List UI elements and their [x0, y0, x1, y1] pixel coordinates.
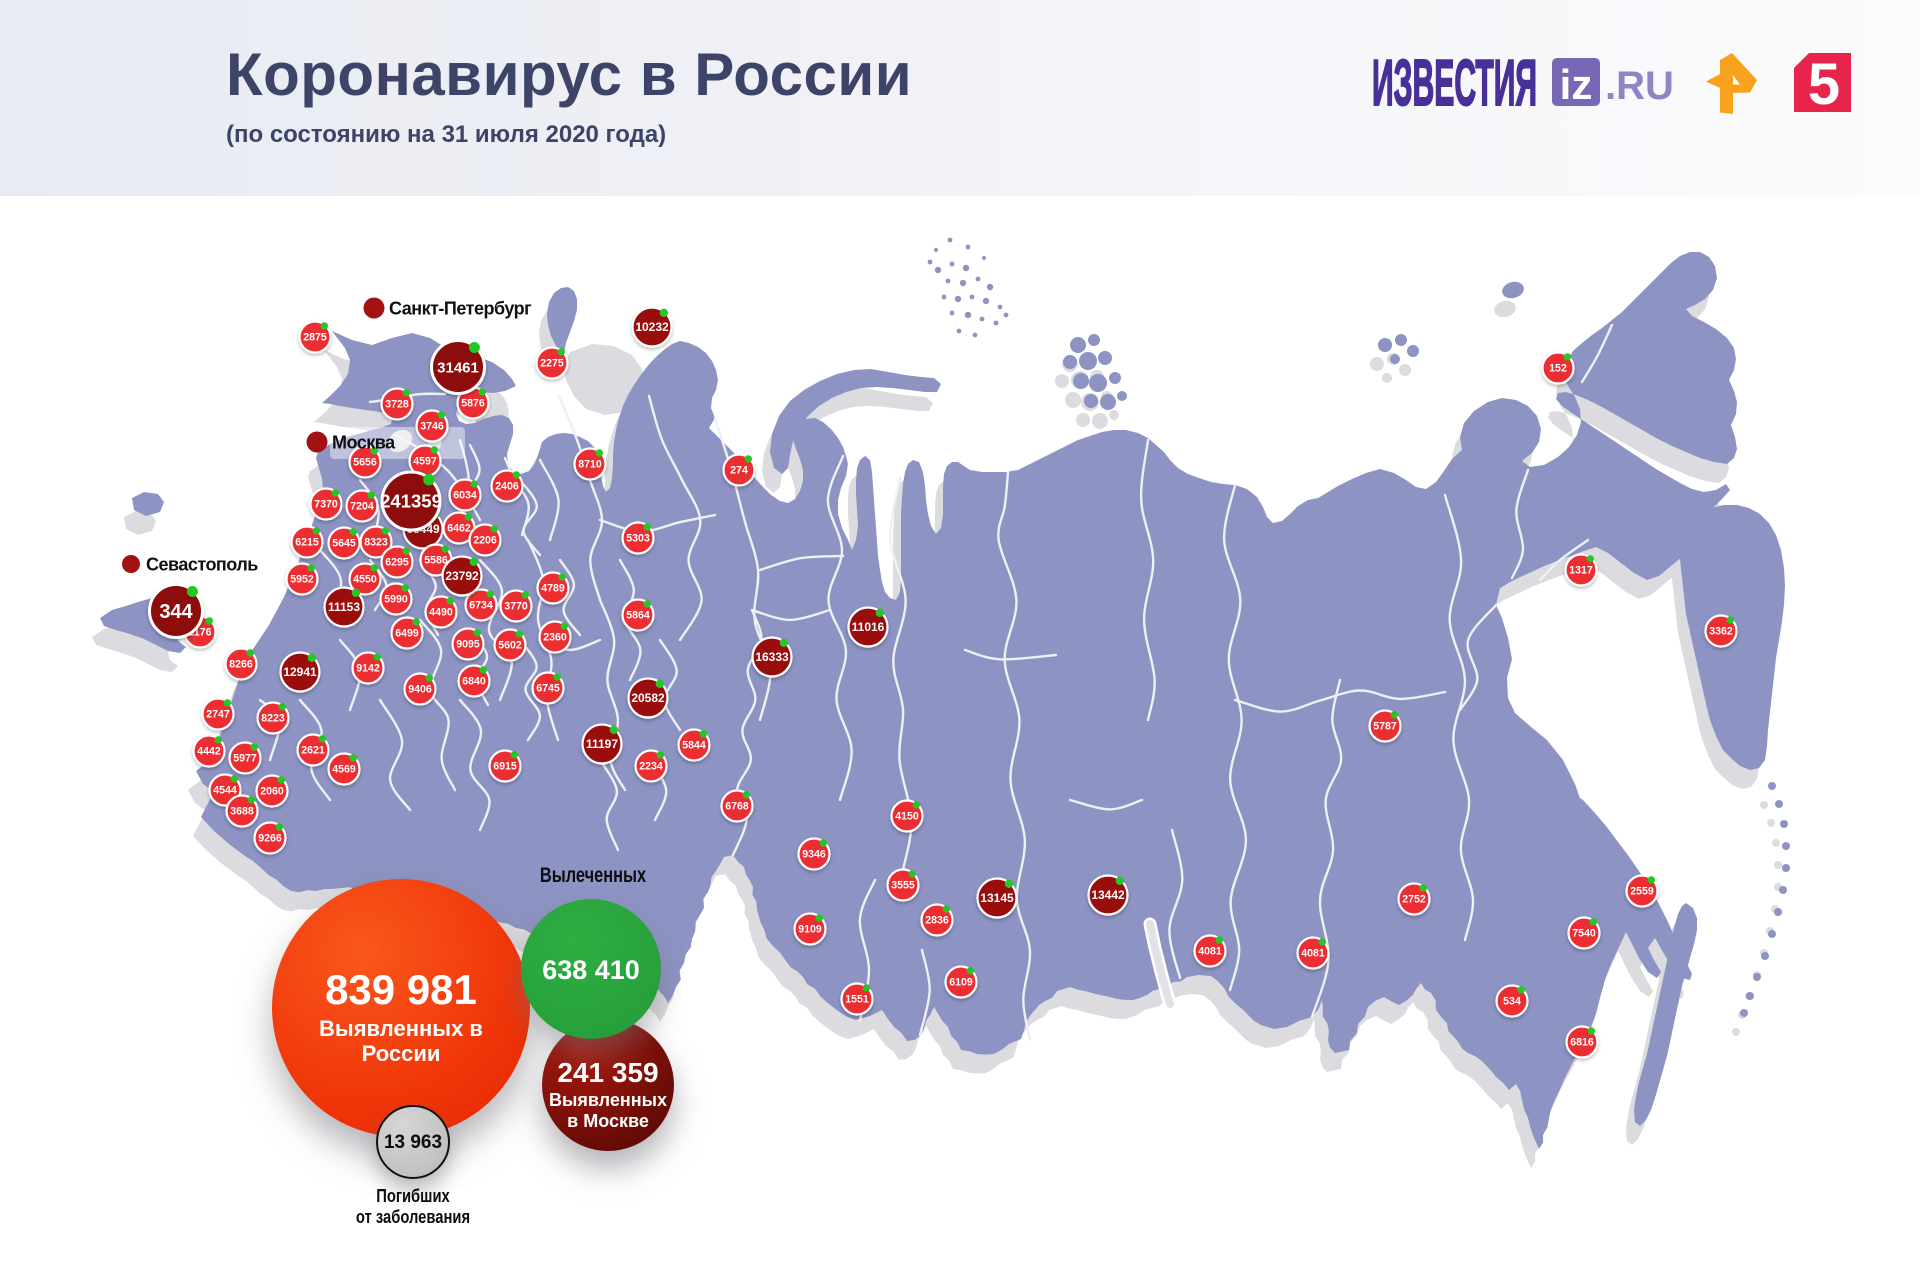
svg-text:2747: 2747: [206, 709, 230, 721]
svg-text:5876: 5876: [461, 398, 485, 410]
svg-text:5952: 5952: [290, 574, 314, 586]
svg-text:534: 534: [1503, 996, 1521, 1008]
svg-text:9406: 9406: [408, 684, 432, 696]
svg-text:3728: 3728: [385, 399, 409, 411]
svg-text:3770: 3770: [504, 601, 528, 613]
svg-text:13145: 13145: [980, 891, 1014, 905]
svg-text:5977: 5977: [233, 753, 257, 765]
svg-text:5645: 5645: [332, 538, 356, 550]
svg-text:4081: 4081: [1198, 946, 1222, 958]
svg-text:1317: 1317: [1569, 565, 1593, 577]
svg-text:6295: 6295: [385, 557, 409, 569]
svg-text:9266: 9266: [258, 833, 282, 845]
svg-text:8710: 8710: [578, 459, 602, 471]
svg-text:ИЗВЕСТИЯ: ИЗВЕСТИЯ: [1372, 46, 1537, 119]
svg-text:4789: 4789: [541, 583, 565, 595]
svg-text:7370: 7370: [314, 499, 338, 511]
svg-text:4490: 4490: [429, 607, 453, 619]
svg-text:3688: 3688: [230, 806, 254, 818]
svg-text:10232: 10232: [635, 320, 669, 334]
svg-text:3555: 3555: [891, 880, 915, 892]
svg-text:2206: 2206: [473, 535, 497, 547]
svg-text:5602: 5602: [498, 640, 522, 652]
svg-text:4544: 4544: [213, 785, 237, 797]
svg-text:3746: 3746: [420, 421, 444, 433]
svg-text:6816: 6816: [1570, 1037, 1594, 1049]
svg-text:6734: 6734: [469, 600, 493, 612]
svg-text:5303: 5303: [626, 533, 650, 545]
svg-text:7540: 7540: [1572, 928, 1596, 940]
svg-text:2836: 2836: [925, 915, 949, 927]
svg-text:4597: 4597: [413, 456, 437, 468]
svg-text:6109: 6109: [949, 977, 973, 989]
svg-text:9346: 9346: [802, 849, 826, 861]
svg-text:2621: 2621: [301, 745, 325, 757]
svg-text:5586: 5586: [424, 555, 448, 567]
svg-text:8266: 8266: [229, 659, 253, 671]
svg-text:4081: 4081: [1301, 948, 1325, 960]
svg-text:13442: 13442: [1091, 888, 1125, 902]
svg-text:5844: 5844: [682, 740, 706, 752]
svg-text:9109: 9109: [798, 924, 822, 936]
svg-text:8223: 8223: [261, 713, 285, 725]
svg-text:4550: 4550: [353, 574, 377, 586]
svg-text:4442: 4442: [197, 746, 221, 758]
svg-text:5990: 5990: [384, 594, 408, 606]
svg-text:Санкт-Петербург: Санкт-Петербург: [389, 298, 532, 318]
svg-text:6915: 6915: [493, 761, 517, 773]
svg-text:.RU: .RU: [1605, 64, 1674, 108]
svg-text:31461: 31461: [437, 359, 479, 376]
svg-text:6034: 6034: [453, 490, 477, 502]
svg-text:9095: 9095: [456, 639, 480, 651]
svg-text:23792: 23792: [445, 569, 479, 583]
svg-text:1551: 1551: [845, 994, 869, 1006]
svg-text:2360: 2360: [543, 632, 567, 644]
svg-text:6768: 6768: [725, 801, 749, 813]
svg-text:2752: 2752: [1402, 894, 1426, 906]
svg-text:7204: 7204: [350, 501, 374, 513]
svg-text:11197: 11197: [586, 737, 618, 751]
svg-text:6840: 6840: [462, 676, 486, 688]
svg-text:Москва: Москва: [332, 432, 396, 452]
svg-text:3362: 3362: [1709, 626, 1733, 638]
svg-text:6745: 6745: [536, 683, 560, 695]
svg-text:2275: 2275: [540, 358, 564, 370]
svg-text:274: 274: [730, 465, 748, 477]
svg-text:5: 5: [1808, 52, 1840, 117]
svg-text:152: 152: [1549, 363, 1567, 375]
svg-text:5864: 5864: [626, 610, 650, 622]
svg-text:6499: 6499: [395, 628, 419, 640]
svg-text:344: 344: [159, 601, 193, 623]
svg-text:5656: 5656: [353, 457, 377, 469]
svg-text:2060: 2060: [260, 786, 284, 798]
svg-text:11016: 11016: [852, 620, 885, 634]
svg-text:2875: 2875: [303, 332, 327, 344]
svg-text:12941: 12941: [283, 665, 317, 679]
svg-text:6215: 6215: [295, 537, 319, 549]
svg-text:4150: 4150: [895, 811, 919, 823]
svg-text:6462: 6462: [447, 523, 471, 535]
svg-text:2559: 2559: [1630, 886, 1654, 898]
svg-text:2406: 2406: [495, 481, 519, 493]
svg-text:9142: 9142: [356, 663, 380, 675]
svg-text:Севастополь: Севастополь: [146, 554, 258, 574]
svg-text:iz: iz: [1560, 61, 1593, 108]
svg-text:5787: 5787: [1373, 721, 1397, 733]
svg-text:11153: 11153: [328, 600, 360, 614]
svg-text:2234: 2234: [639, 761, 663, 773]
svg-text:16333: 16333: [755, 650, 789, 664]
svg-text:8323: 8323: [364, 537, 388, 549]
svg-text:4569: 4569: [332, 764, 356, 776]
svg-text:20582: 20582: [631, 691, 665, 705]
svg-text:241359: 241359: [380, 490, 442, 511]
